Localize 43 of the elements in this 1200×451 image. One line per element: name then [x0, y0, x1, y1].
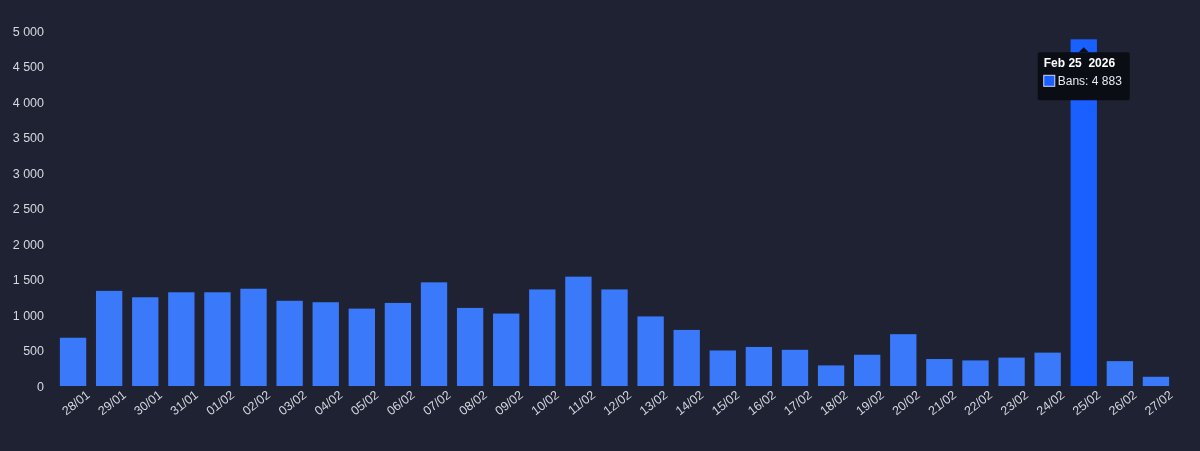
annotation: Bans: 4 883: [1057, 74, 1123, 89]
bar: [132, 297, 159, 386]
annotation: Feb 25 2026: [1043, 56, 1116, 71]
bar: [312, 302, 339, 386]
bar: [998, 357, 1025, 386]
bar: [493, 313, 520, 386]
bar: [384, 302, 412, 386]
bar: [673, 329, 700, 386]
bar: [962, 360, 989, 386]
bar: [348, 308, 375, 386]
bar: [420, 282, 448, 386]
bar: [1142, 376, 1170, 386]
bar: [59, 337, 87, 386]
bar: [168, 292, 195, 386]
y-tick-label: 1 000: [12, 308, 45, 323]
bar: [890, 334, 917, 386]
bar: [1106, 361, 1134, 386]
bar: [854, 354, 881, 386]
y-tick-label: 3 500: [12, 131, 45, 145]
bar: [240, 288, 267, 386]
bar: [95, 290, 123, 386]
bar: [781, 349, 809, 386]
bar: [1034, 352, 1061, 386]
bar: [529, 289, 556, 386]
bar: [204, 292, 231, 386]
y-tick-label: 500: [23, 344, 45, 358]
bar: [745, 346, 773, 386]
bar: [456, 307, 484, 386]
bar: [601, 289, 628, 386]
y-tick-label: 2 500: [12, 202, 45, 216]
bar: [817, 365, 845, 386]
y-tick-label: 2 000: [12, 237, 45, 252]
bar: [926, 359, 953, 386]
y-tick-label: 1 500: [12, 273, 45, 287]
y-tick-label: 0: [37, 379, 45, 394]
bar: [709, 350, 736, 386]
bar: [565, 276, 592, 386]
bar: [276, 300, 303, 386]
y-tick-label: 5 000: [12, 24, 45, 39]
y-tick-label: 4 000: [12, 95, 45, 110]
y-tick-label: 3 000: [12, 166, 45, 181]
y-tick-label: 4 500: [12, 60, 45, 74]
bar: [637, 316, 664, 386]
